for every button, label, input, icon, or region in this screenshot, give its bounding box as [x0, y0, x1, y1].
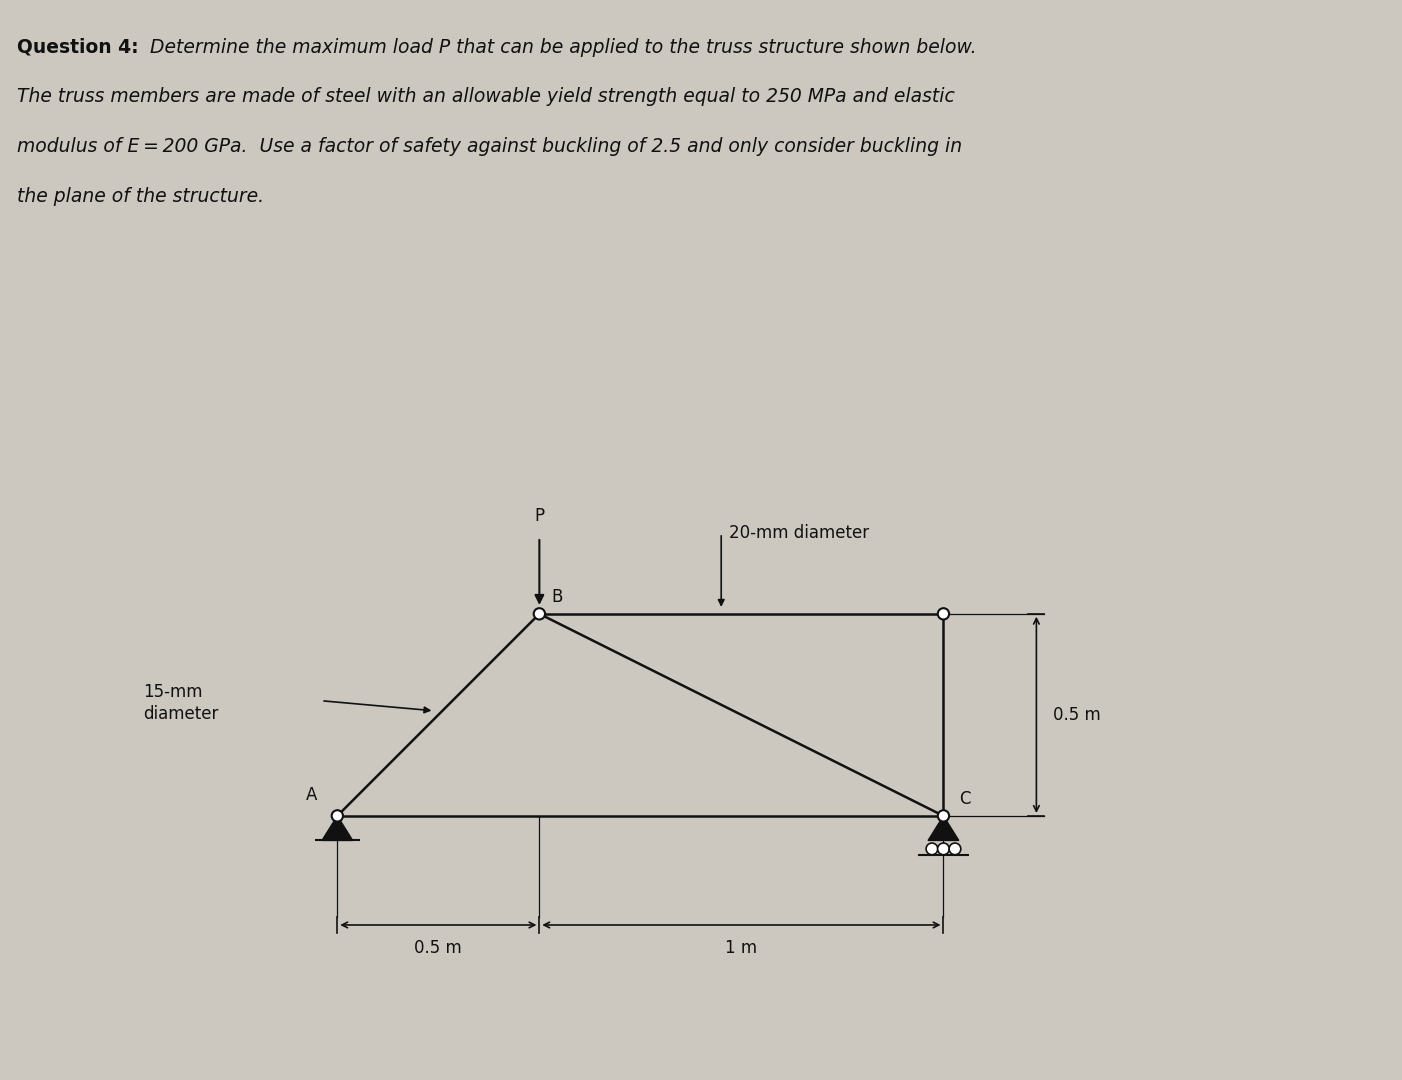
Text: Determine the maximum load P that can be applied to the truss structure shown be: Determine the maximum load P that can be…: [144, 38, 977, 57]
Circle shape: [534, 608, 545, 620]
Text: the plane of the structure.: the plane of the structure.: [17, 187, 264, 206]
Text: P: P: [534, 507, 544, 525]
Text: B: B: [551, 588, 562, 606]
Text: C: C: [959, 789, 972, 808]
Text: 0.5 m: 0.5 m: [415, 940, 463, 957]
Text: The truss members are made of steel with an allowable yield strength equal to 25: The truss members are made of steel with…: [17, 87, 955, 107]
Text: 15-mm
diameter: 15-mm diameter: [143, 683, 219, 723]
Circle shape: [949, 843, 960, 854]
Text: 1 m: 1 m: [725, 940, 757, 957]
Circle shape: [938, 843, 949, 854]
Text: Question 4:: Question 4:: [17, 38, 139, 57]
Circle shape: [938, 608, 949, 620]
Polygon shape: [322, 815, 353, 840]
Text: 0.5 m: 0.5 m: [1053, 706, 1101, 724]
Polygon shape: [928, 815, 959, 840]
Circle shape: [938, 810, 949, 822]
Text: 20-mm diameter: 20-mm diameter: [729, 524, 869, 542]
Circle shape: [927, 843, 938, 854]
Text: modulus of E = 200 GPa.  Use a factor of safety against buckling of 2.5 and only: modulus of E = 200 GPa. Use a factor of …: [17, 137, 962, 157]
Text: A: A: [306, 786, 317, 804]
Circle shape: [332, 810, 343, 822]
